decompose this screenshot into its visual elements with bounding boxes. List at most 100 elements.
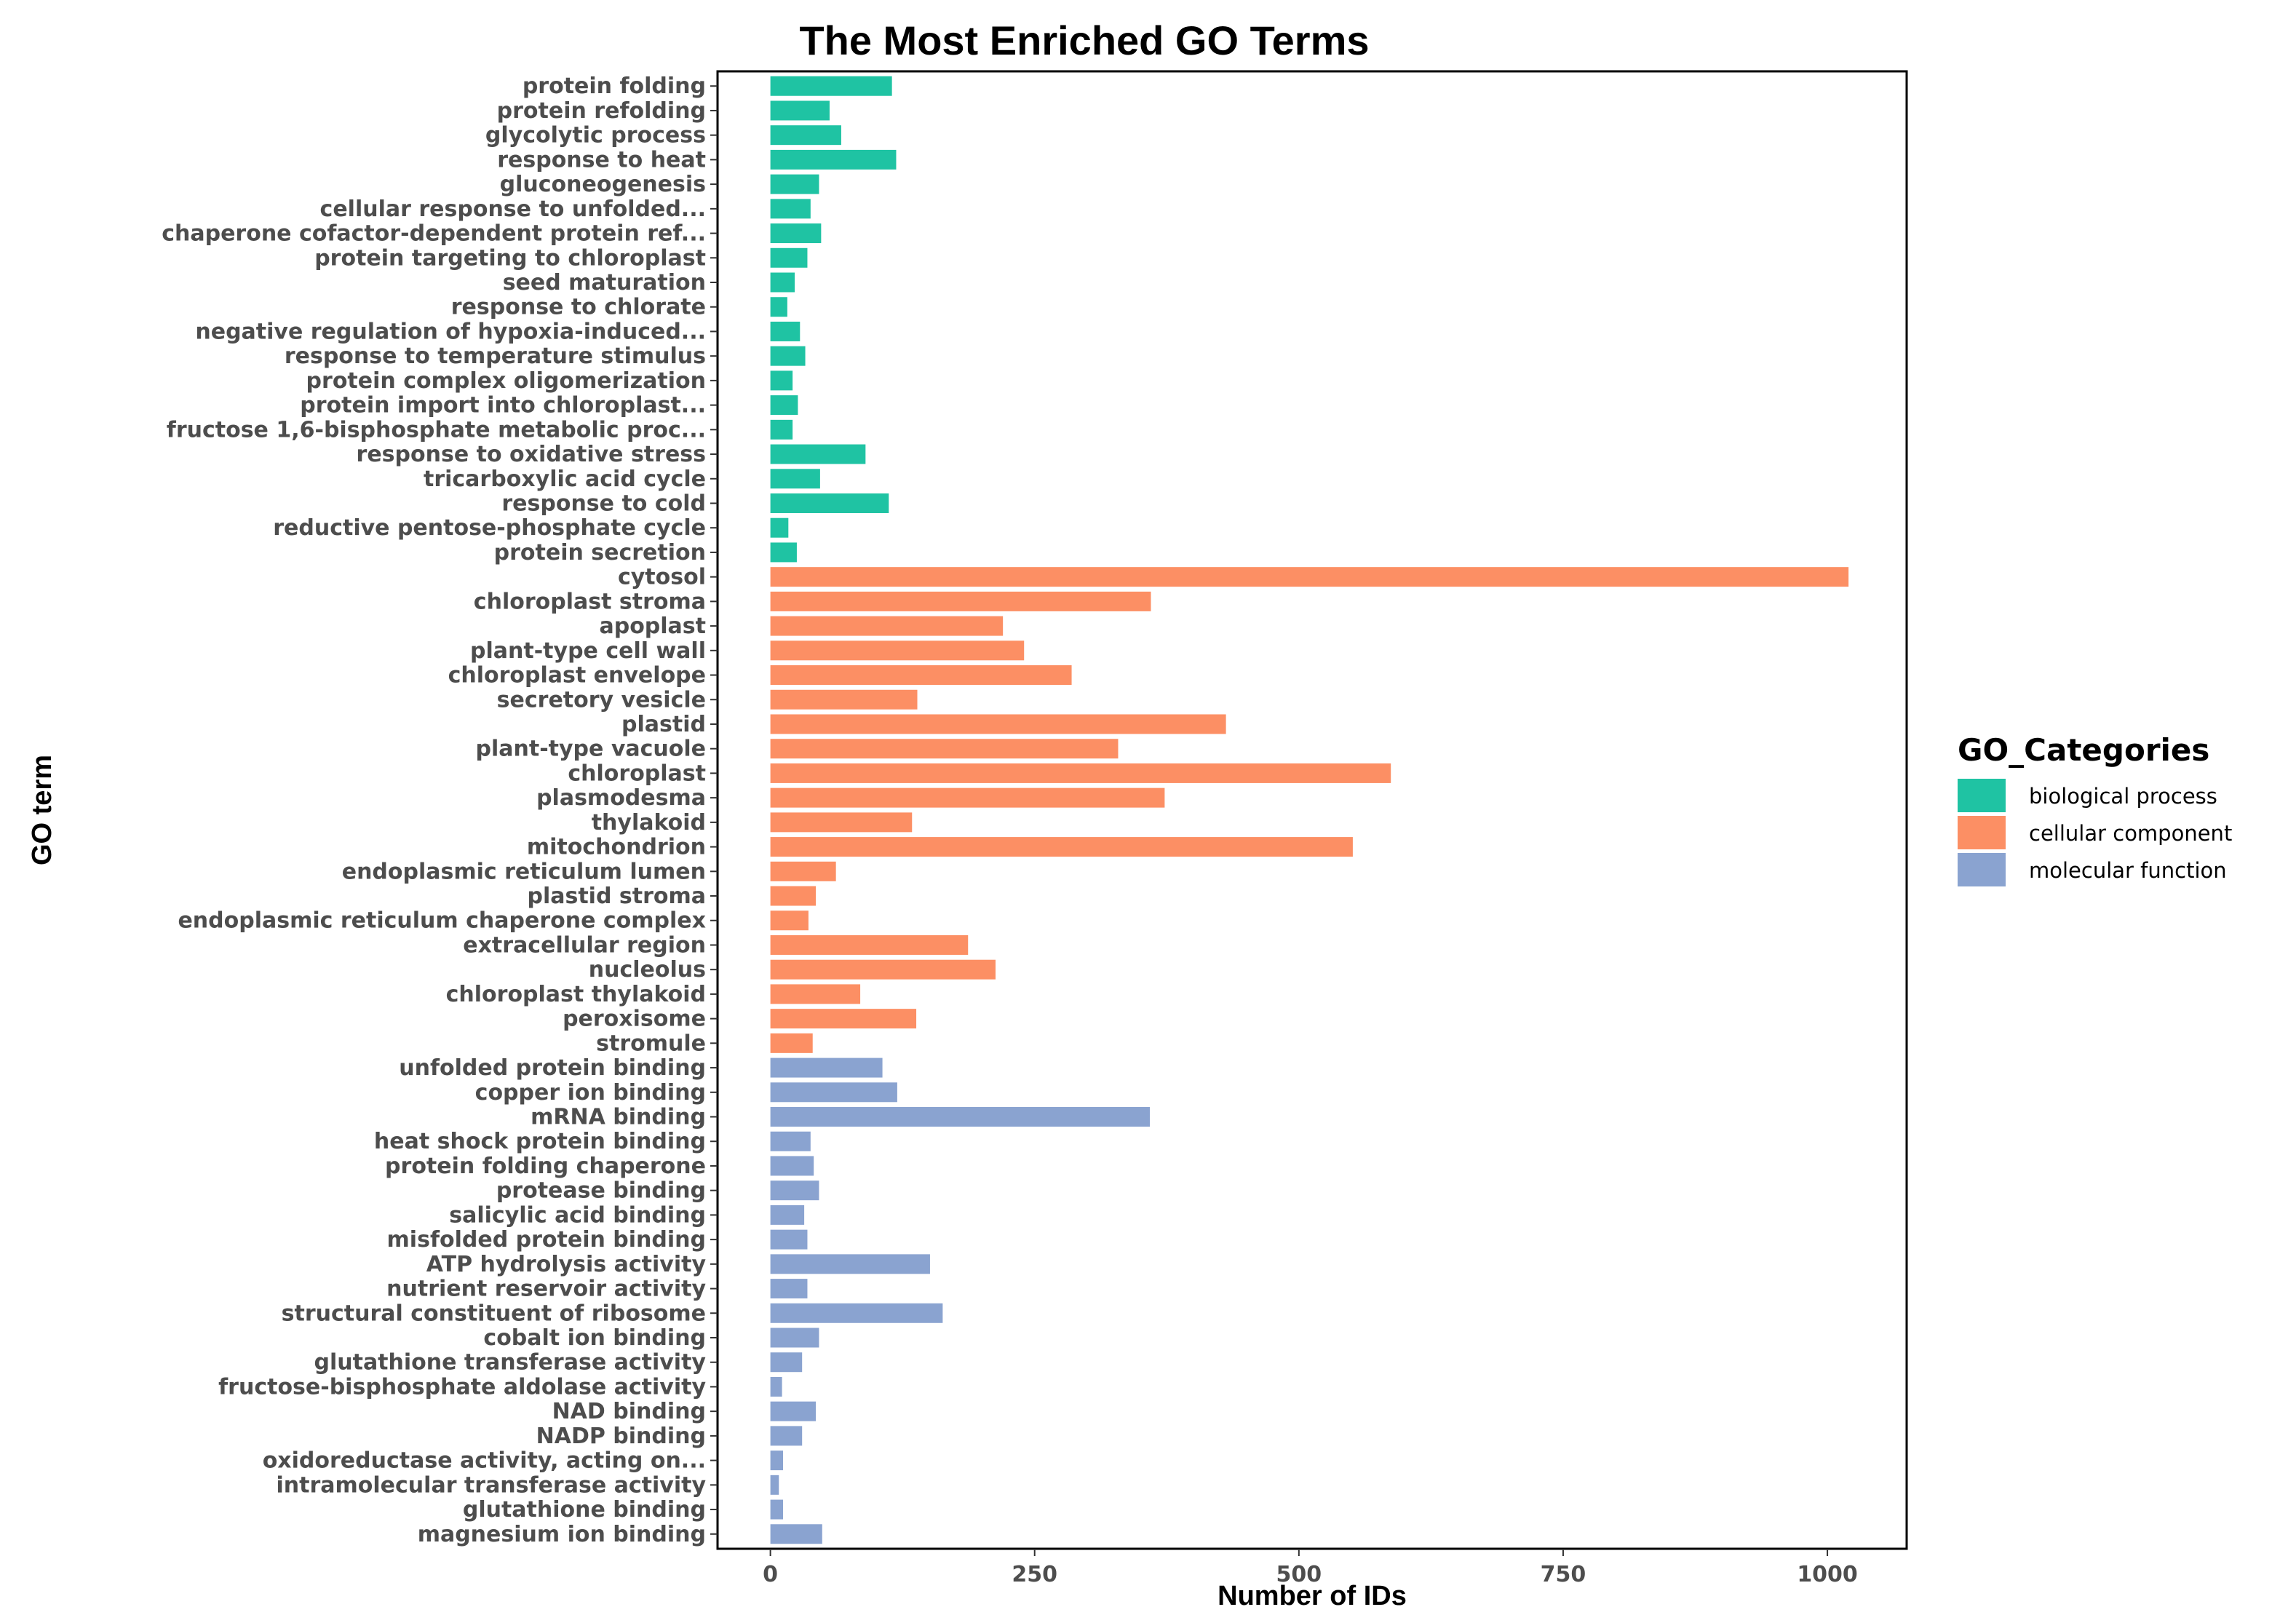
- y-tick-label: gluconeogenesis: [500, 172, 706, 197]
- bar-bp: [770, 493, 889, 513]
- y-tick-label: NAD binding: [552, 1399, 706, 1424]
- x-axis-label: Number of IDs: [1217, 1581, 1407, 1611]
- y-tick-label: fructose 1,6-bisphosphate metabolic proc…: [167, 417, 706, 443]
- bar-mf: [770, 1328, 819, 1348]
- y-tick-label: cytosol: [618, 565, 706, 590]
- bar-mf: [770, 1205, 805, 1225]
- x-tick-label: 0: [763, 1562, 778, 1587]
- x-tick-label: 500: [1276, 1562, 1322, 1587]
- bar-bp: [770, 247, 808, 268]
- y-tick-label: protein refolding: [497, 98, 706, 124]
- legend-title: GO_Categories: [1958, 732, 2209, 768]
- bar-cc: [770, 567, 1849, 587]
- bar-mf: [770, 1156, 814, 1176]
- y-tick-label: protein targeting to chloroplast: [314, 245, 706, 271]
- y-tick-label: mitochondrion: [527, 835, 706, 860]
- bar-bp: [770, 370, 793, 391]
- bar-cc: [770, 812, 913, 833]
- bar-mf: [770, 1426, 803, 1446]
- bar-mf: [770, 1401, 817, 1421]
- bar-mf: [770, 1180, 819, 1201]
- bar-bp: [770, 149, 897, 170]
- y-tick-label: plant-type vacuole: [476, 737, 707, 762]
- bar-mf: [770, 1475, 779, 1495]
- bar-mf: [770, 1376, 782, 1397]
- bar-cc: [770, 959, 996, 980]
- y-tick-label: plastid: [621, 712, 706, 737]
- y-tick-label: reductive pentose-phosphate cycle: [273, 515, 706, 541]
- bar-cc: [770, 591, 1151, 611]
- bar-mf: [770, 1524, 822, 1544]
- y-tick-label: protein secretion: [494, 540, 706, 566]
- y-tick-label: peroxisome: [563, 1007, 706, 1032]
- x-tick-label: 750: [1541, 1562, 1586, 1587]
- bar-mf: [770, 1229, 808, 1250]
- bar-bp: [770, 174, 819, 194]
- legend: GO_Categories biological process cellular…: [1958, 732, 2232, 886]
- bar-bp: [770, 272, 795, 293]
- bar-cc: [770, 984, 861, 1004]
- bar-mf: [770, 1303, 943, 1323]
- y-tick-label: negative regulation of hypoxia-induced..…: [195, 319, 706, 344]
- bar-bp: [770, 444, 866, 464]
- y-tick-label: intramolecular transferase activity: [277, 1472, 707, 1498]
- y-tick-label: response to temperature stimulus: [285, 344, 706, 369]
- legend-label-cc: cellular component: [2029, 821, 2232, 846]
- y-tick-label: fructose-bisphosphate aldolase activity: [218, 1374, 706, 1400]
- y-tick-label: protein import into chloroplast...: [300, 393, 706, 418]
- y-tick-label: response to cold: [501, 491, 706, 516]
- bar-cc: [770, 886, 817, 906]
- bar-mf: [770, 1082, 897, 1103]
- y-tick-label: magnesium ion binding: [418, 1522, 706, 1547]
- bar-bp: [770, 395, 798, 416]
- bar-bp: [770, 469, 820, 489]
- y-tick-label: nutrient reservoir activity: [386, 1277, 706, 1302]
- y-tick-label: tricarboxylic acid cycle: [424, 467, 706, 492]
- plot-panel-border: [716, 70, 1908, 1550]
- legend-swatch-cc: [1958, 816, 2006, 849]
- y-tick-label: response to heat: [497, 147, 706, 172]
- y-tick-label: salicylic acid binding: [449, 1202, 706, 1228]
- y-tick-label: plastid stroma: [527, 884, 706, 909]
- y-tick-label: chloroplast envelope: [448, 663, 706, 689]
- bar-bp: [770, 125, 841, 146]
- y-tick-label: chloroplast thylakoid: [446, 982, 706, 1007]
- bar-cc: [770, 616, 1004, 636]
- bar-cc: [770, 1033, 813, 1053]
- y-tick-label: endoplasmic reticulum lumen: [342, 859, 706, 884]
- y-tick-label: ATP hydrolysis activity: [426, 1252, 707, 1277]
- bar-bp: [770, 199, 811, 219]
- bar-layer: [770, 76, 1849, 1544]
- y-tick-label: endoplasmic reticulum chaperone complex: [178, 908, 706, 934]
- bar-mf: [770, 1254, 930, 1274]
- x-tick-label: 250: [1012, 1562, 1057, 1587]
- y-tick-label: protein folding: [523, 74, 706, 99]
- y-tick-label: seed maturation: [503, 270, 706, 295]
- bar-cc: [770, 787, 1165, 808]
- y-tick-label: glycolytic process: [485, 123, 706, 148]
- y-tick-label: protein complex oligomerization: [306, 368, 706, 394]
- bar-bp: [770, 321, 801, 341]
- bar-bp: [770, 542, 797, 563]
- y-tick-label: structural constituent of ribosome: [282, 1301, 706, 1326]
- bar-cc: [770, 739, 1119, 759]
- y-tick-label: nucleolus: [589, 957, 706, 983]
- bar-cc: [770, 689, 918, 710]
- bar-cc: [770, 1009, 917, 1029]
- bar-bp: [770, 517, 789, 538]
- y-tick-label: protein folding chaperone: [385, 1154, 706, 1179]
- y-tick-label: chloroplast: [568, 761, 706, 786]
- y-tick-label: chloroplast stroma: [474, 589, 706, 614]
- y-tick-label: NADP binding: [536, 1424, 706, 1449]
- y-axis-label: GO term: [27, 755, 57, 865]
- bar-cc: [770, 714, 1226, 734]
- bar-mf: [770, 1499, 784, 1520]
- bar-cc: [770, 934, 969, 955]
- bar-cc: [770, 861, 836, 881]
- legend-label-mf: molecular function: [2029, 858, 2227, 883]
- bar-mf: [770, 1107, 1151, 1127]
- y-tick-label: misfolded protein binding: [387, 1227, 706, 1253]
- bar-bp: [770, 76, 892, 96]
- bar-bp: [770, 419, 793, 440]
